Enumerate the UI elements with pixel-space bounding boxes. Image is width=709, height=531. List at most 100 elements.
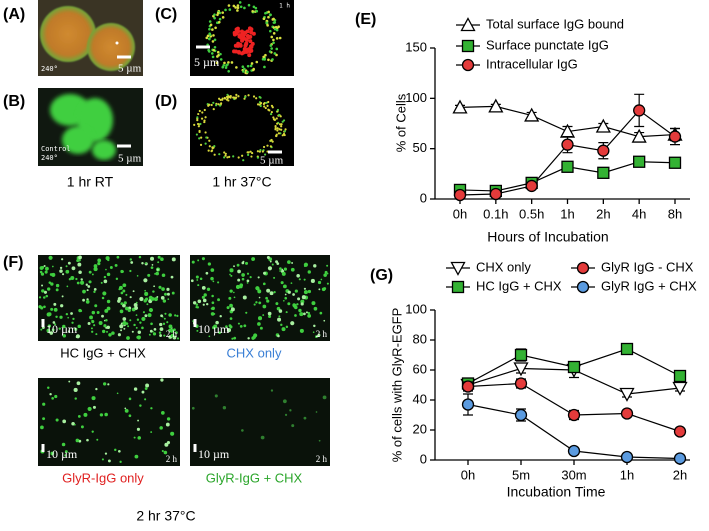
puncta <box>263 65 266 69</box>
puncta <box>51 328 55 332</box>
puncta <box>217 103 220 106</box>
puncta <box>225 325 228 328</box>
puncta <box>278 123 282 126</box>
puncta <box>260 435 265 440</box>
puncta <box>43 290 48 294</box>
puncta <box>199 122 202 126</box>
puncta <box>46 312 51 317</box>
cell <box>40 6 96 62</box>
puncta <box>83 412 88 417</box>
puncta <box>106 306 111 311</box>
marker <box>561 138 574 151</box>
puncta <box>107 459 111 463</box>
marker <box>619 387 635 402</box>
puncta <box>303 312 306 316</box>
marker <box>567 360 581 374</box>
puncta <box>212 34 215 37</box>
puncta <box>66 285 69 288</box>
puncta <box>88 270 92 274</box>
puncta <box>168 313 172 317</box>
panel-label: (E) <box>355 11 376 28</box>
puncta <box>198 137 201 140</box>
x-axis-label: Hours of Incubation <box>487 229 608 245</box>
puncta <box>237 50 242 55</box>
puncta <box>213 324 218 329</box>
puncta <box>240 38 245 43</box>
y-tick-label: 40 <box>413 391 427 406</box>
puncta <box>159 327 164 332</box>
puncta <box>323 319 326 322</box>
image-text: 240° <box>41 65 58 73</box>
puncta <box>237 322 240 325</box>
marker <box>514 348 528 362</box>
puncta <box>95 387 98 391</box>
puncta <box>49 393 52 396</box>
puncta <box>43 296 46 299</box>
y-tick-label: 150 <box>405 39 427 54</box>
panel-label: (B) <box>3 93 25 110</box>
puncta <box>256 156 260 159</box>
puncta <box>122 283 127 288</box>
y-tick-label: 100 <box>405 90 427 105</box>
puncta <box>89 315 93 320</box>
puncta <box>249 150 252 153</box>
puncta <box>128 397 132 401</box>
puncta <box>235 284 240 289</box>
puncta <box>160 314 163 318</box>
puncta <box>200 136 203 139</box>
puncta <box>278 128 281 131</box>
puncta <box>42 402 46 406</box>
puncta <box>128 414 132 418</box>
puncta <box>269 112 273 116</box>
puncta <box>116 255 120 259</box>
puncta <box>318 439 321 442</box>
puncta <box>92 405 96 409</box>
puncta <box>299 328 304 333</box>
image-text: 5 µm <box>118 153 142 165</box>
puncta <box>247 53 252 58</box>
puncta <box>105 326 108 329</box>
puncta <box>91 396 96 401</box>
marker <box>673 369 687 383</box>
puncta <box>247 153 250 156</box>
puncta <box>246 70 249 74</box>
puncta <box>234 97 237 100</box>
puncta <box>266 104 269 107</box>
puncta <box>265 21 268 25</box>
puncta <box>53 307 58 312</box>
puncta <box>264 53 267 57</box>
puncta <box>54 394 58 399</box>
puncta <box>224 66 228 69</box>
puncta <box>139 296 144 302</box>
puncta <box>230 307 235 312</box>
puncta <box>152 290 155 293</box>
puncta <box>73 423 76 426</box>
puncta <box>275 37 279 40</box>
puncta <box>285 325 289 329</box>
caption: 1 hr 37°C <box>212 174 271 190</box>
puncta <box>136 318 140 321</box>
puncta <box>269 145 272 148</box>
image-text: 10 µm <box>46 322 78 336</box>
puncta <box>162 322 166 326</box>
puncta <box>67 261 71 265</box>
image-text: 2 h <box>166 329 178 339</box>
puncta <box>236 9 239 12</box>
puncta <box>276 129 279 132</box>
puncta <box>313 306 318 311</box>
puncta <box>100 281 103 284</box>
puncta <box>213 16 216 20</box>
puncta <box>284 296 288 300</box>
puncta <box>50 451 55 456</box>
puncta <box>289 409 292 412</box>
puncta <box>226 63 229 66</box>
puncta <box>245 29 250 34</box>
legend-marker <box>576 280 590 294</box>
puncta <box>247 337 250 340</box>
puncta <box>87 406 92 412</box>
puncta <box>246 64 250 68</box>
puncta <box>246 272 250 275</box>
puncta <box>271 263 274 266</box>
caption: 2 hr 37°C <box>136 508 195 524</box>
puncta <box>87 322 91 325</box>
